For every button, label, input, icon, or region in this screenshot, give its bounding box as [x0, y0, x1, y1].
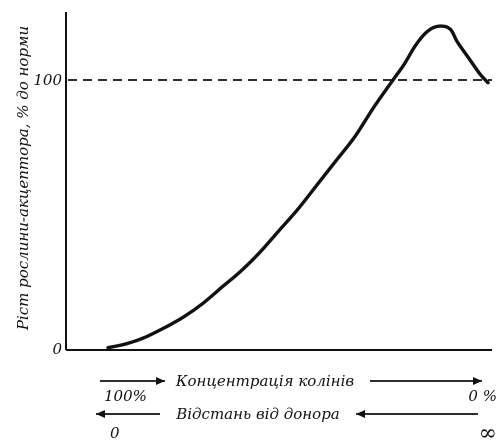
distance-left-end: 0 — [110, 424, 120, 442]
distance-arrow-left-head — [96, 410, 105, 418]
growth-curve — [106, 24, 490, 350]
concentration-arrow-left-head — [156, 377, 165, 385]
series-group — [106, 24, 490, 350]
distance-arrow-right-head — [356, 410, 365, 418]
distance-right-end: ∞ — [479, 421, 497, 445]
axes — [65, 12, 492, 418]
distance-axis-label: Відстань від донора — [175, 405, 340, 423]
concentration-left-end: 100% — [104, 387, 147, 405]
concentration-arrow-right-head — [473, 377, 482, 385]
y-tick-label: 100 — [33, 71, 62, 89]
concentration-axis-label: Концентрація колінів — [175, 372, 354, 390]
y-tick-label: 0 — [52, 340, 62, 358]
y-axis-title: Ріст рослини-акцептора, % до норми — [14, 26, 32, 331]
concentration-right-end: 0 % — [468, 387, 497, 405]
